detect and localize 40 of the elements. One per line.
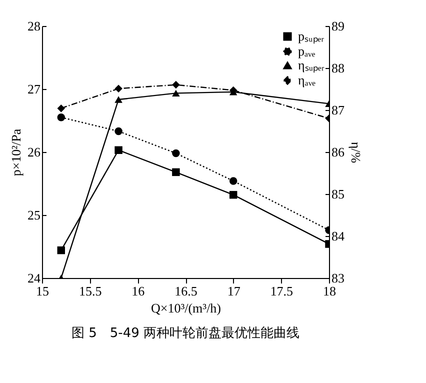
y2-tick-label: 87 [332,102,345,118]
y2-tick-label: 84 [332,228,345,244]
x-tick-label: 17 [227,284,241,298]
point [229,190,238,199]
point [114,84,122,92]
y2-tick-label: 89 [332,18,344,34]
point [172,80,180,89]
point [229,177,238,185]
legend-label: pₛᵤₚₑᵣ [298,28,324,44]
point [114,96,122,103]
x-axis-title: Q×10³/(m³/h) [150,300,222,316]
x-tick-label: 16 [132,284,146,298]
x-tick-label: 17.5 [270,284,294,298]
point [172,149,180,158]
point [114,146,122,154]
x-tick-label: 18 [323,284,336,298]
y-tick-label: 27 [28,82,41,96]
y2-tick-label: 85 [332,186,344,202]
point [57,113,66,122]
y2-axis-title: η/% [348,142,364,164]
y-axis-title: p×10²/Pa [8,128,24,176]
legend-label: pₐᵥₑ [298,44,316,58]
x-tick-label: 15 [36,284,49,298]
legend-label: ηₐᵥₑ [298,72,316,88]
y-tick-label: 24 [28,270,41,286]
y2-tick-label: 86 [332,144,345,160]
x-tick-label: 16.5 [174,284,198,298]
point [172,90,180,97]
y-tick-label: 25 [28,208,40,222]
text: 图 5 5-49 两种叶轮前盘最优性能曲线 [71,326,300,341]
y-tick-label: 28 [28,18,40,34]
x-tick-label: 15.5 [78,284,102,298]
point [114,127,122,136]
y-tick-label: 26 [28,144,41,160]
point [57,104,66,112]
point [57,246,66,254]
point [172,168,180,176]
legend-label: ηₛᵤₚₑᵣ [298,58,324,74]
y2-tick-label: 83 [332,270,344,286]
y2-tick-label: 88 [332,60,344,76]
